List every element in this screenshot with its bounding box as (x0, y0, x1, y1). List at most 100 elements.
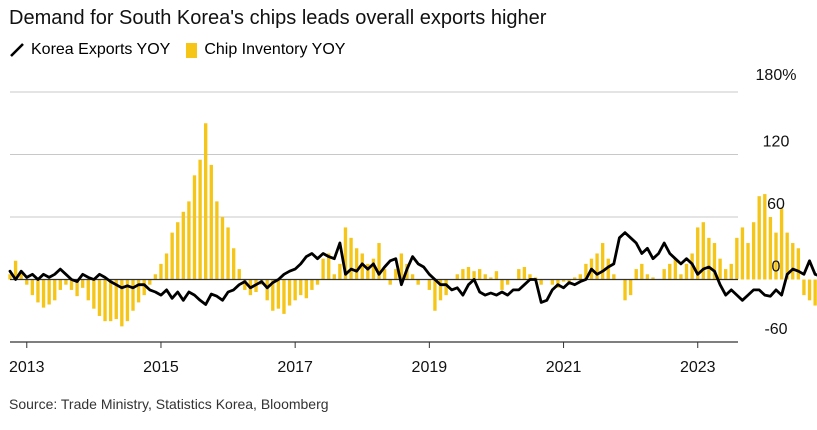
chip-inventory-bar (500, 279, 504, 290)
chip-inventory-bar (410, 274, 415, 280)
chip-inventory-bar (751, 222, 756, 280)
y-tick-label: 120 (763, 134, 790, 151)
chip-inventory-bar (740, 227, 745, 280)
chip-inventory-bar (220, 217, 225, 280)
chip-inventory-bar (807, 279, 812, 301)
korea-exports-line (8, 231, 817, 306)
chip-inventory-bar (271, 279, 275, 311)
chip-inventory-bar (796, 248, 801, 280)
chip-inventory-bar (265, 279, 269, 301)
chip-inventory-bar (628, 279, 633, 296)
chip-inventory-bar (304, 279, 309, 299)
chip-inventory-bar (388, 279, 392, 285)
chip-inventory-bar (729, 263, 733, 280)
chip-inventory-bar (299, 279, 303, 296)
chip-inventory-bar (237, 269, 241, 280)
y-tick-label: 0 (772, 259, 781, 276)
chip-inventory-bar (494, 271, 499, 280)
chip-inventory-bar (25, 279, 29, 285)
chip-inventory-bar (612, 274, 616, 280)
chip-inventory-bar (696, 227, 700, 280)
chip-inventory-bar (595, 253, 599, 280)
chip-inventory-bar (215, 201, 219, 280)
chip-inventory-bar (651, 277, 655, 280)
chip-inventory-bar (645, 274, 650, 280)
chip-inventory-bar (623, 279, 627, 301)
chip-inventory-bar (371, 258, 376, 280)
chip-inventory-bar (187, 201, 191, 280)
chip-inventory-bar (505, 279, 510, 285)
chip-inventory-bar (327, 253, 331, 280)
x-tick-label: 2015 (143, 359, 179, 376)
chip-inventory-bars (8, 123, 817, 327)
x-tick-label: 2019 (412, 359, 448, 376)
chip-inventory-bar (746, 243, 750, 280)
chip-inventory-bar (131, 279, 135, 311)
chip-inventory-bar (718, 258, 722, 280)
chip-inventory-bar (204, 123, 208, 280)
chip-inventory-bar (606, 258, 610, 280)
chip-inventory-bar (768, 217, 773, 280)
chip-inventory-bar (164, 253, 169, 280)
legend-item-exports: Korea Exports YOY (9, 40, 170, 60)
chip-inventory-bar (684, 263, 689, 280)
chip-inventory-bar (382, 269, 387, 280)
chip-inventory-bar (276, 279, 281, 309)
chip-inventory-bar (136, 279, 141, 303)
chip-inventory-bar (444, 279, 448, 296)
chip-inventory-bar (455, 274, 459, 280)
chip-inventory-bar (377, 243, 381, 280)
y-tick-label: 180% (756, 67, 797, 84)
korea-exports-line-group (8, 231, 817, 306)
chip-inventory-bar (120, 279, 124, 327)
chip-inventory-bar (64, 279, 68, 285)
chart-title: Demand for South Korea's chips leads ove… (9, 7, 547, 29)
chip-inventory-bar (774, 232, 778, 280)
chip-inventory-bar (114, 279, 118, 320)
chip-inventory-bar (231, 248, 236, 280)
chip-inventory-bar (757, 196, 761, 280)
chip-inventory-bar (58, 279, 62, 290)
chip-inventory-bar (785, 232, 789, 280)
chip-inventory-bar (142, 279, 146, 296)
chip-inventory-bar (763, 194, 767, 280)
chip-inventory-bar (600, 243, 605, 280)
chip-inventory-bar (69, 279, 74, 290)
chip-inventory-bar (41, 279, 46, 308)
chip-inventory-bar (108, 279, 113, 322)
source-note: Source: Trade Ministry, Statistics Korea… (9, 396, 329, 412)
chip-inventory-bar (528, 274, 532, 280)
y-tick-label: 60 (767, 196, 785, 213)
chip-inventory-bar (125, 279, 130, 322)
chip-inventory-bar (399, 253, 404, 280)
chip-inventory-bar (92, 279, 96, 309)
chip-inventory-bar (8, 274, 12, 280)
x-tick-label: 2013 (9, 359, 45, 376)
chip-inventory-bar (662, 269, 666, 280)
chip-inventory-bar (668, 263, 672, 280)
chip-inventory-bar (81, 279, 85, 288)
chip-inventory-bar (466, 267, 471, 280)
chip-inventory-bar (338, 263, 342, 280)
chip-inventory-bar (176, 222, 180, 280)
chip-inventory-bar (226, 227, 230, 280)
chip-inventory-bar (438, 279, 443, 301)
chip-inventory-bar (539, 279, 543, 285)
chip-inventory-bar (293, 279, 297, 301)
chip-inventory-bar (159, 263, 163, 280)
x-tick-label: 2017 (277, 359, 313, 376)
chip-inventory-bar (640, 263, 644, 280)
chip-inventory-bar (517, 269, 521, 280)
x-tick-label: 2021 (546, 359, 582, 376)
chip-inventory-bar (522, 267, 527, 280)
chip-inventory-bar (679, 274, 683, 280)
chip-inventory-bar (36, 279, 40, 303)
chip-inventory-bar (19, 271, 23, 280)
x-tick-label: 2023 (680, 359, 716, 376)
chip-inventory-bar (103, 279, 107, 322)
chip-inventory-bar (209, 164, 213, 280)
y-tick-label: -60 (764, 321, 787, 338)
chip-inventory-bar (287, 279, 292, 306)
chip-inventory-bar (153, 274, 158, 280)
